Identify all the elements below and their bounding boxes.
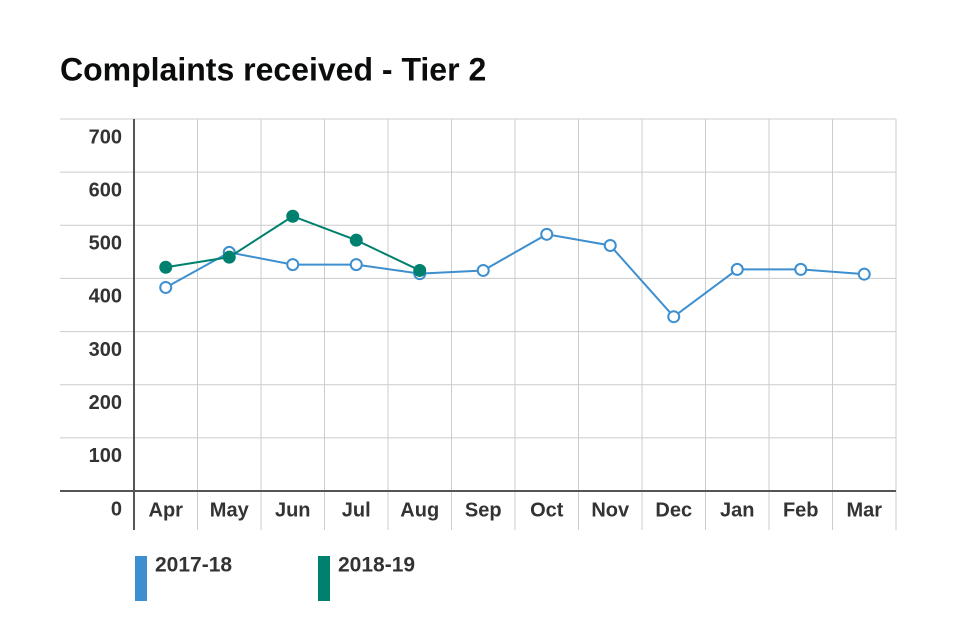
x-tick-label: Jun <box>275 499 311 521</box>
y-tick-label: 100 <box>89 445 122 467</box>
data-point <box>540 227 554 241</box>
x-tick-label: Oct <box>530 499 564 521</box>
data-point <box>857 267 871 281</box>
legend-swatch <box>318 556 330 601</box>
data-point <box>794 262 808 276</box>
x-tick-label: Feb <box>783 499 819 521</box>
x-tick-label: Aug <box>400 499 439 521</box>
y-tick-label: 200 <box>89 392 122 414</box>
x-tick-label: Jul <box>342 499 371 521</box>
y-tick-label: 600 <box>89 179 122 201</box>
x-tick-label: Nov <box>591 499 630 521</box>
data-point <box>603 238 617 252</box>
y-tick-label: 400 <box>89 286 122 308</box>
x-tick-label: Mar <box>846 499 882 521</box>
x-tick-label: Dec <box>655 499 692 521</box>
y-tick-label: 0 <box>111 498 122 520</box>
data-point <box>730 262 744 276</box>
data-point <box>349 258 363 272</box>
data-point <box>286 258 300 272</box>
data-point <box>222 250 236 264</box>
data-point <box>413 263 427 277</box>
series-line <box>165 233 865 319</box>
y-tick-label: 700 <box>89 126 122 148</box>
y-tick-label: 500 <box>89 233 122 255</box>
data-point <box>349 233 363 247</box>
x-tick-label: Apr <box>149 499 184 521</box>
x-tick-label: Jan <box>720 499 754 521</box>
data-point <box>667 310 681 324</box>
x-tick-label: May <box>210 499 250 521</box>
legend-label: 2017-18 <box>155 554 232 577</box>
data-point <box>159 260 173 274</box>
chart-title: Complaints received - Tier 2 <box>60 51 486 87</box>
data-point <box>476 263 490 277</box>
y-tick-label: 300 <box>89 339 122 361</box>
legend-label: 2018-19 <box>338 554 415 577</box>
data-point <box>159 280 173 294</box>
data-point <box>286 209 300 223</box>
x-tick-label: Sep <box>465 499 502 521</box>
legend-swatch <box>135 556 147 601</box>
